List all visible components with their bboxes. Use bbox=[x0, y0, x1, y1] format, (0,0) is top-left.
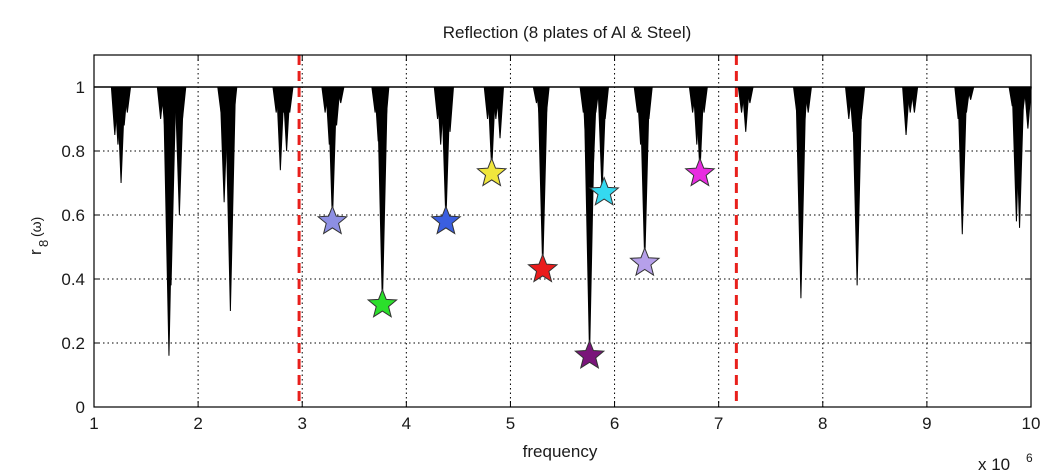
star-marker bbox=[476, 157, 508, 187]
reflection-dip bbox=[804, 86, 813, 113]
y-tick-label: 0.2 bbox=[61, 334, 85, 353]
reflection-dip bbox=[910, 86, 919, 113]
y-axis-ticks: 0 0.2 0.4 0.6 0.8 1 bbox=[61, 78, 1031, 417]
reflection-dip bbox=[592, 86, 600, 113]
x-axis-ticks: 1 2 3 4 5 6 7 8 9 10 bbox=[89, 55, 1040, 433]
reflection-dip bbox=[800, 86, 808, 132]
reflection-dip bbox=[645, 86, 653, 120]
star-marker bbox=[430, 205, 462, 235]
reflection-dip bbox=[165, 86, 177, 286]
reflection-dip bbox=[229, 86, 238, 120]
reflection-dip bbox=[962, 86, 971, 113]
x-tick-label: 6 bbox=[610, 414, 619, 433]
reflection-dip bbox=[446, 86, 455, 132]
x-multiplier-base: x 10 bbox=[978, 455, 1010, 474]
y-tick-label: 0.6 bbox=[61, 206, 85, 225]
reflection-dip bbox=[966, 86, 975, 100]
reflection-dip bbox=[957, 86, 968, 235]
y-axis-label-main: r bbox=[26, 249, 45, 255]
chart-title: Reflection (8 plates of Al & Steel) bbox=[443, 23, 692, 42]
x-axis-label: frequency bbox=[523, 442, 598, 461]
reflection-dip bbox=[123, 86, 132, 113]
reflection-dip bbox=[851, 86, 863, 286]
y-axis-label-argument: (ω) bbox=[28, 217, 44, 237]
x-tick-label: 5 bbox=[506, 414, 515, 433]
reflection-dip bbox=[285, 86, 294, 113]
y-tick-label: 0 bbox=[76, 398, 85, 417]
star-marker bbox=[629, 246, 661, 277]
reflection-dip bbox=[700, 86, 708, 113]
reflection-dip bbox=[487, 86, 497, 171]
reflection-dip bbox=[695, 86, 705, 174]
y-tick-label: 1 bbox=[76, 78, 85, 97]
reflection-dip bbox=[327, 86, 338, 222]
reflection-dip bbox=[178, 86, 187, 120]
x-tick-label: 10 bbox=[1022, 414, 1041, 433]
y-tick-label: 0.8 bbox=[61, 142, 85, 161]
reflection-dip bbox=[332, 86, 341, 126]
reflection-dip bbox=[381, 86, 390, 126]
plot-area bbox=[94, 55, 1031, 407]
x-tick-label: 2 bbox=[193, 414, 202, 433]
y-axis-label-subscript: 8 bbox=[36, 240, 51, 247]
star-marker bbox=[527, 253, 559, 283]
reflection-dip bbox=[902, 86, 911, 136]
x-tick-label: 3 bbox=[297, 414, 306, 433]
star-marker bbox=[366, 288, 398, 318]
x-axis-multiplier: x 10 6 bbox=[978, 451, 1033, 474]
reflection-dip bbox=[541, 86, 550, 120]
star-markers bbox=[316, 157, 716, 370]
reflection-dip bbox=[639, 86, 650, 264]
star-marker bbox=[684, 157, 716, 187]
y-axis-label: r 8 (ω) bbox=[26, 217, 51, 255]
x-tick-label: 7 bbox=[714, 414, 723, 433]
reflection-dip bbox=[336, 86, 345, 104]
reflection-dip bbox=[746, 86, 754, 104]
x-multiplier-exponent: 6 bbox=[1026, 451, 1033, 465]
star-marker bbox=[316, 205, 348, 235]
x-tick-label: 4 bbox=[402, 414, 411, 433]
x-tick-label: 1 bbox=[89, 414, 98, 433]
reflection-dip bbox=[741, 86, 750, 132]
reflection-dip bbox=[496, 86, 505, 139]
y-tick-label: 0.4 bbox=[61, 270, 85, 289]
x-tick-label: 9 bbox=[922, 414, 931, 433]
reflection-dip bbox=[601, 86, 610, 120]
star-marker bbox=[573, 339, 606, 370]
reflection-dip bbox=[857, 86, 866, 120]
reflection-series bbox=[94, 86, 1032, 356]
star-marker bbox=[588, 176, 620, 206]
x-tick-label: 8 bbox=[818, 414, 827, 433]
reference-lines bbox=[297, 55, 738, 407]
reflection-dip bbox=[1018, 86, 1027, 113]
reflection-dip bbox=[441, 86, 451, 222]
plot-frame bbox=[93, 54, 1032, 408]
